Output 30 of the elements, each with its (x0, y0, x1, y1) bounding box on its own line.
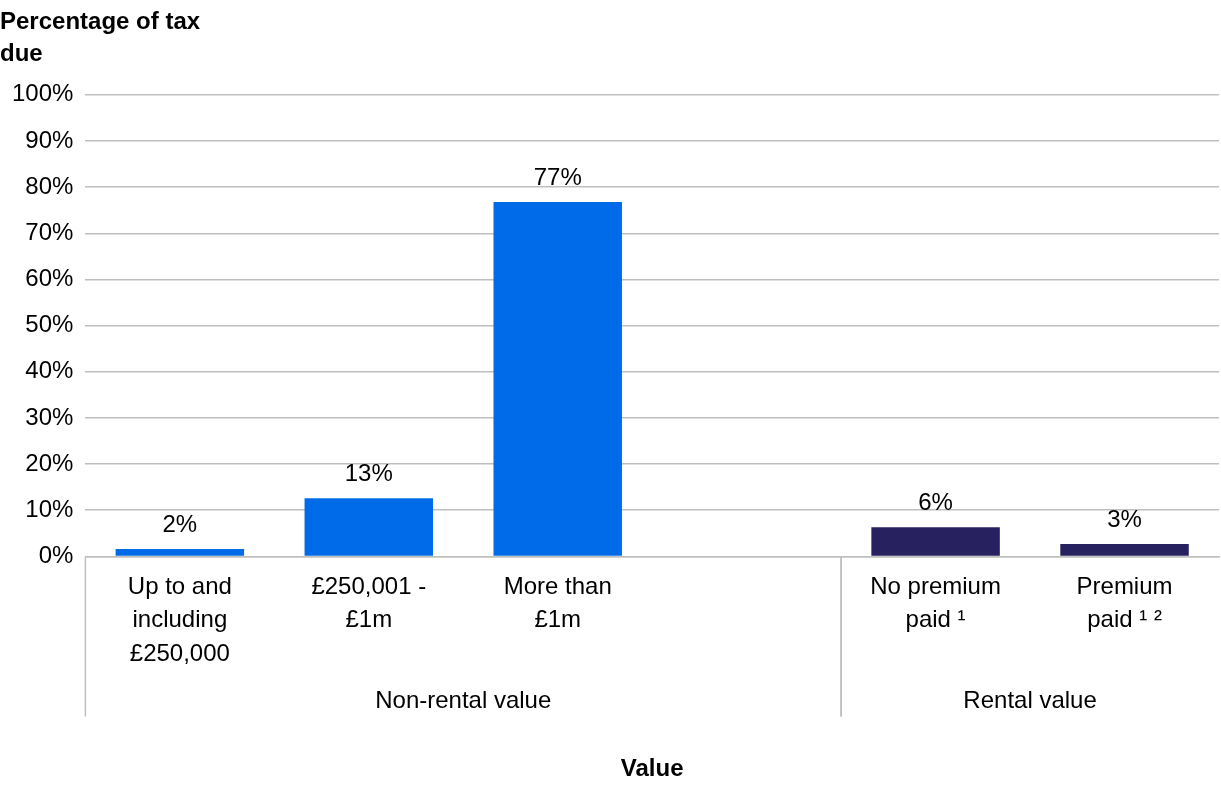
bar (1060, 543, 1189, 556)
x-tick-label: Up to and including £250,000 (127, 571, 232, 667)
data-label: 77% (533, 162, 582, 190)
y-tick-label: 70% (25, 217, 74, 245)
y-tick-label: 40% (25, 356, 74, 384)
y-tick-label: 80% (25, 171, 74, 199)
y-tick-label: 60% (25, 264, 74, 292)
x-axis-title: Value (620, 754, 684, 782)
x-tick-label: Premium paid ¹ ² (1076, 571, 1173, 633)
y-tick-label: 0% (38, 541, 74, 569)
bar (304, 498, 434, 556)
y-tick-label: 30% (25, 402, 74, 430)
data-label: 13% (344, 458, 393, 486)
text: Non-rental value (375, 686, 552, 714)
x-tick-label: No premium paid ¹ (870, 571, 1001, 633)
x-tick-label: More than £1m (503, 571, 612, 633)
data-label: 3% (1107, 504, 1142, 532)
y-tick-label: 10% (25, 494, 74, 522)
bar (871, 527, 1000, 556)
x-tick-label: £250,001 - £1m (311, 571, 427, 633)
y-tick-label: 100% (11, 79, 74, 107)
data-label: 6% (918, 487, 953, 515)
y-tick-label: 20% (25, 448, 74, 476)
y-tick-label: 50% (25, 310, 74, 338)
text: Rental value (963, 686, 1097, 714)
data-label: 2% (162, 509, 198, 537)
y-tick-label: 90% (25, 125, 74, 153)
bar (115, 549, 245, 556)
bar (493, 201, 622, 556)
y-axis-title: Percentage of tax due (0, 6, 201, 67)
